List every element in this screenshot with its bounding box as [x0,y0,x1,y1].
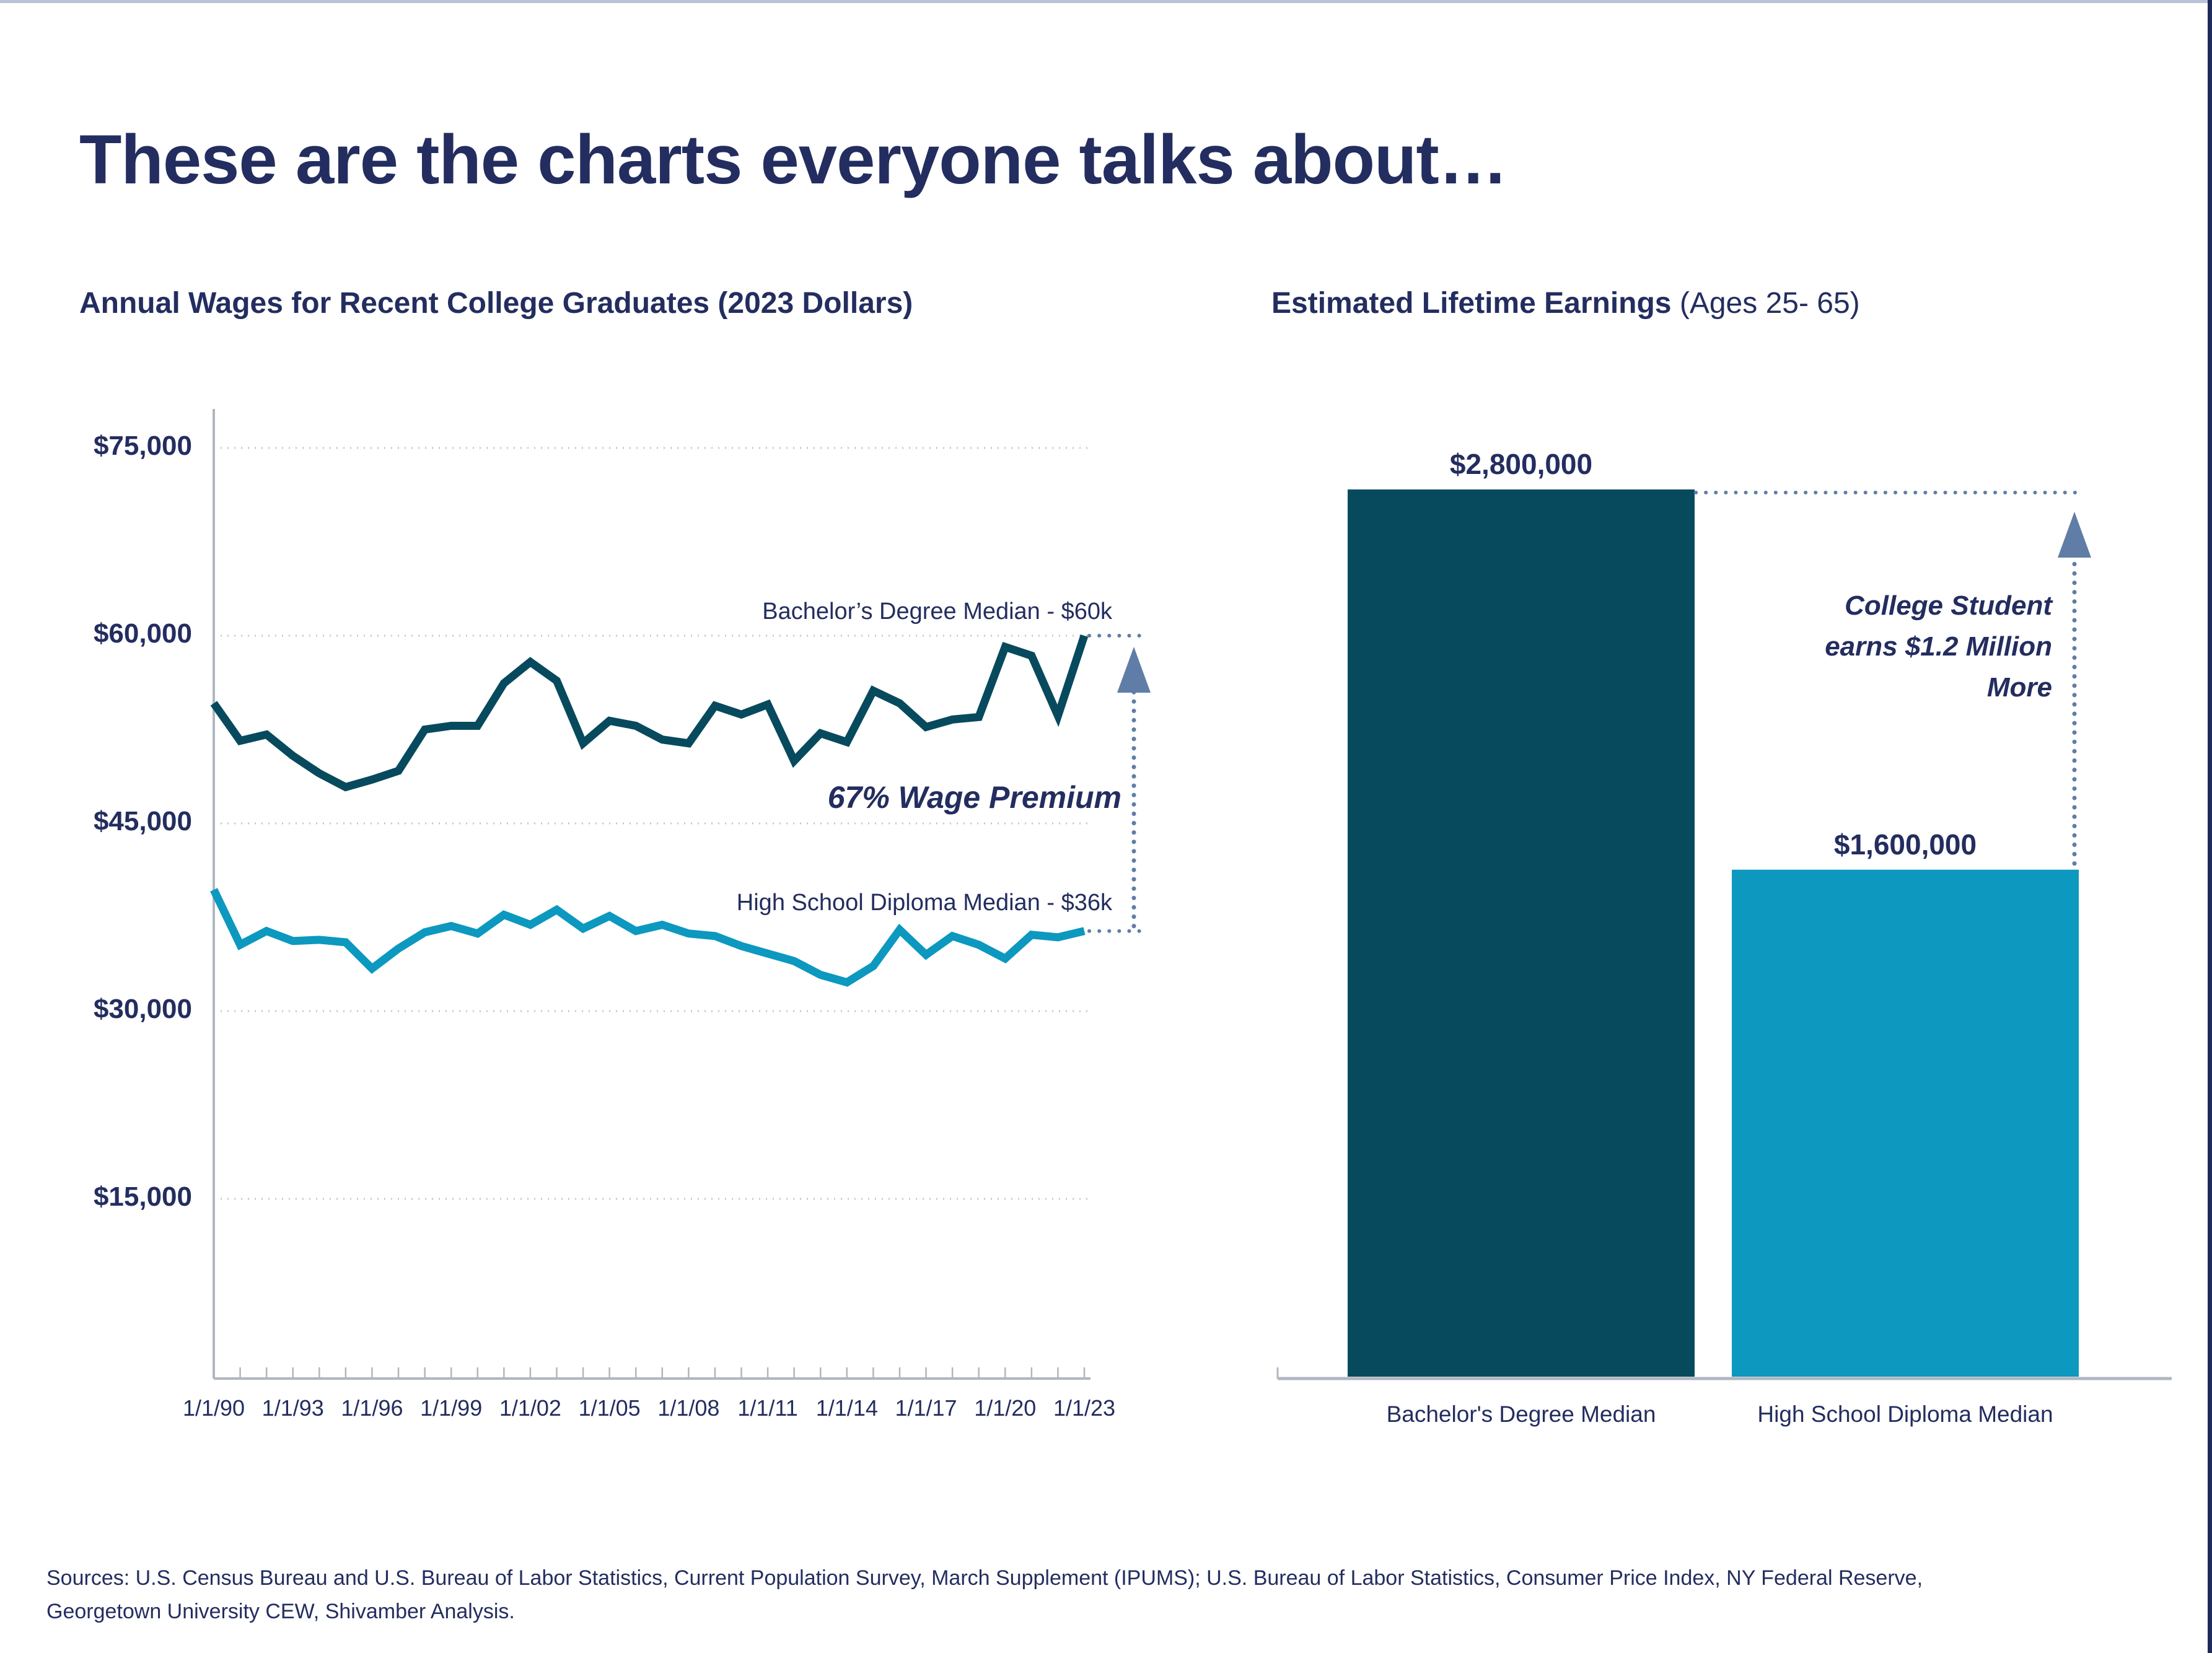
x-tick-label: 1/1/17 [895,1395,957,1421]
bar-high-school-diploma-median [1732,869,2079,1377]
page-title: These are the charts everyone talks abou… [79,121,1508,199]
x-tick-label: 1/1/23 [1053,1395,1116,1421]
x-tick-label: 1/1/93 [261,1395,324,1421]
bachelor-series-label: Bachelor’s Degree Median - $60k [762,598,1112,625]
bar-chart-title: Estimated Lifetime Earnings (Ages 25- 65… [1271,286,2201,320]
x-tick-label: 1/1/96 [341,1395,403,1421]
x-tick-label: 1/1/14 [815,1395,878,1421]
bar-category-label-high-school: High School Diploma Median [1757,1401,2053,1427]
y-tick-label: $30,000 [93,994,192,1024]
wage-premium-annotation: 67% Wage Premium [827,780,1121,815]
right-edge-line [2208,0,2212,1653]
y-tick-label: $15,000 [93,1182,192,1212]
bar-value-label-high-school: $1,600,000 [1833,828,1977,861]
x-tick-label: 1/1/99 [420,1395,483,1421]
bachelor-s-degree-median-line [210,634,1089,792]
x-tick-label: 1/1/05 [578,1395,641,1421]
high-school-series-label: High School Diploma Median - $36k [736,890,1112,916]
lifetime-earnings-annotation: College Student earns $1.2 Million More [1825,590,2052,703]
y-tick-label: $45,000 [93,806,192,836]
x-tick-label: 1/1/08 [657,1395,720,1421]
arrow-head-up-icon [2058,512,2091,558]
x-tick-label: 1/1/02 [499,1395,561,1421]
line-chart-title: Annual Wages for Recent College Graduate… [79,287,913,320]
top-border-line [0,0,2212,3]
bar-category-label-bachelor: Bachelor's Degree Median [1386,1401,1656,1427]
y-tick-label: $60,000 [93,618,192,649]
bar-chart-title-subtitle: (Ages 25- 65) [1671,287,1860,320]
bar-bachelor-s-degree-median [1348,489,1695,1377]
bar-chart-title-bold: Estimated Lifetime Earnings [1271,287,1672,320]
high-school-diploma-median-line [210,888,1086,987]
y-tick-label: $75,000 [93,431,192,461]
bar-value-label-bachelor: $2,800,000 [1449,448,1593,480]
x-tick-label: 1/1/20 [974,1395,1037,1421]
x-tick-label: 1/1/11 [737,1395,798,1421]
arrow-head-up-icon [1117,647,1151,693]
x-tick-label: 1/1/90 [182,1395,245,1421]
sources-footnote: Sources: U.S. Census Bureau and U.S. Bur… [46,1566,1923,1624]
